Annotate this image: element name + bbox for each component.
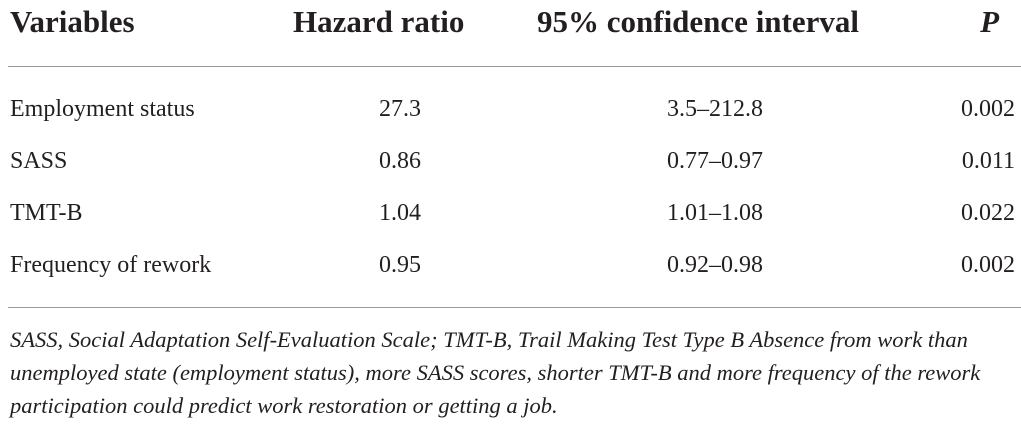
cell-p-value: 0.002 (961, 252, 1015, 278)
cell-confidence-interval: 0.92–0.98 (667, 252, 763, 278)
cell-variable: TMT-B (10, 200, 83, 226)
cell-variable: Frequency of rework (10, 252, 212, 278)
cell-hazard-ratio: 0.95 (379, 252, 421, 278)
header-confidence-interval: 95% confidence interval (537, 4, 860, 39)
header-divider (8, 66, 1021, 67)
cell-p-value: 0.002 (961, 96, 1015, 122)
cell-variable: SASS (10, 148, 68, 174)
cell-confidence-interval: 1.01–1.08 (667, 200, 763, 226)
cell-hazard-ratio: 1.04 (379, 200, 421, 226)
header-hazard-ratio: Hazard ratio (293, 4, 465, 39)
cell-hazard-ratio: 27.3 (379, 96, 421, 122)
cell-p-value: 0.011 (961, 148, 1015, 174)
table-footnote: SASS, Social Adaptation Self-Evaluation … (10, 327, 981, 418)
cell-p-value: 0.022 (961, 200, 1015, 226)
cell-variable: Employment status (10, 96, 195, 122)
header-variables: Variables (10, 4, 135, 39)
table-bottom-divider (8, 307, 1021, 308)
cell-confidence-interval: 0.77–0.97 (667, 148, 763, 174)
header-p-value: P (980, 4, 999, 39)
cell-hazard-ratio: 0.86 (379, 148, 421, 174)
cell-confidence-interval: 3.5–212.8 (667, 96, 763, 122)
